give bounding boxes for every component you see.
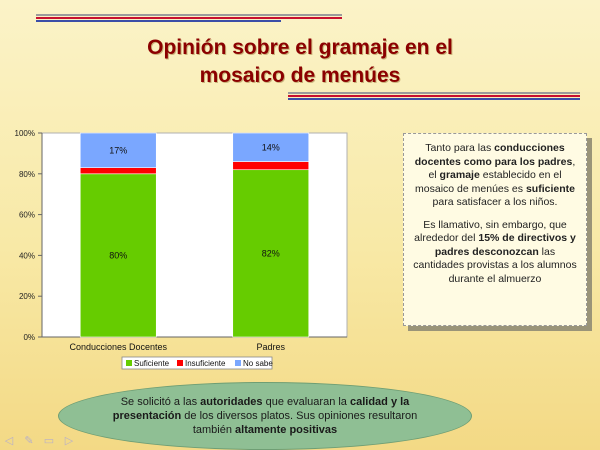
title-line-1: Opinión sobre el gramaje en el xyxy=(147,36,453,59)
bold-text: altamente positivas xyxy=(235,424,338,436)
bold-text: autoridades xyxy=(200,396,263,408)
stacked-bar-chart: 0% 20% 40% 60% 80% 100% 80% 17% Conducciones Doc… xyxy=(0,118,372,380)
text-run: Se solicitó a las xyxy=(120,396,201,408)
conclusion-text: Se solicitó a las autoridades que evalua… xyxy=(95,395,435,437)
text-run: que evaluaran la xyxy=(262,396,350,408)
text-run: de los diversos platos. Sus opiniones re… xyxy=(181,410,418,436)
bar-data-label: 14% xyxy=(262,142,280,152)
x-category-label: Padres xyxy=(256,342,285,352)
conclusion-ellipse: Se solicitó a las autoridades que evalua… xyxy=(58,382,472,450)
bold-text: conducciones docentes como para los padr… xyxy=(414,142,573,168)
legend-swatch xyxy=(177,360,183,366)
bar-segment xyxy=(232,169,310,338)
x-category-label: Conducciones Docentes xyxy=(69,342,167,352)
bar-segment xyxy=(232,161,310,171)
chart-svg: 0% 20% 40% 60% 80% 100% 80% 17% Conducciones Doc… xyxy=(15,129,348,370)
slide-title: Opinión sobre el gramaje en el mosaico d… xyxy=(90,34,510,90)
legend-swatch xyxy=(126,360,132,366)
bar-segment xyxy=(232,132,310,162)
bold-text: gramaje xyxy=(439,169,480,181)
slide-navigation: ◁ ✎ ▭ ▷ xyxy=(2,434,76,447)
title-line-2: mosaico de menúes xyxy=(199,64,401,87)
y-tick-label: 0% xyxy=(23,333,35,342)
text-run: , el xyxy=(428,155,576,182)
y-tick-label: 100% xyxy=(15,129,35,138)
commentary-paragraph-1: Tanto para las conducciones docentes com… xyxy=(410,142,580,210)
y-tick-label: 80% xyxy=(19,170,35,179)
legend-label: Insuficiente xyxy=(185,359,226,368)
bold-text: 15% de directivos y padres desconozcan xyxy=(434,232,576,258)
bar-data-label: 82% xyxy=(262,248,280,258)
text-run: establecido en el mosaico de menúes es xyxy=(415,169,562,195)
title-underline-decoration xyxy=(288,92,580,101)
bold-text: calidad y la presentación xyxy=(112,396,410,422)
text-run: las cantidades provistas a los alumnos d… xyxy=(413,245,577,285)
y-tick-label: 60% xyxy=(19,211,35,220)
y-tick-label: 20% xyxy=(19,292,35,301)
bar-segment xyxy=(79,132,157,168)
bar-data-label: 17% xyxy=(109,145,127,155)
menu-icon[interactable]: ▭ xyxy=(43,434,55,447)
legend-swatch xyxy=(235,360,241,366)
commentary-paragraph-2: Es llamativo, sin embargo, que alrededor… xyxy=(410,219,580,287)
bold-text: suficiente xyxy=(525,182,575,195)
bar-data-label: 80% xyxy=(109,250,127,260)
pen-icon[interactable]: ✎ xyxy=(24,434,34,447)
bar-segment xyxy=(79,167,157,175)
legend-label: No sabe xyxy=(243,359,273,368)
top-decoration-lines xyxy=(36,14,342,23)
bar-segment xyxy=(79,173,157,338)
y-tick-label: 40% xyxy=(19,251,35,260)
commentary-textbox: Tanto para las conducciones docentes com… xyxy=(403,133,587,326)
text-run: Tanto para las xyxy=(425,142,495,154)
text-run: Es llamativo, sin embargo, que alrededor… xyxy=(414,218,567,245)
legend-box xyxy=(121,356,273,370)
legend-label: Suficiente xyxy=(134,359,170,368)
text-run: para satisfacer a los niños. xyxy=(432,196,558,208)
forward-arrow-icon[interactable]: ▷ xyxy=(64,434,74,447)
back-arrow-icon[interactable]: ◁ xyxy=(4,434,14,447)
